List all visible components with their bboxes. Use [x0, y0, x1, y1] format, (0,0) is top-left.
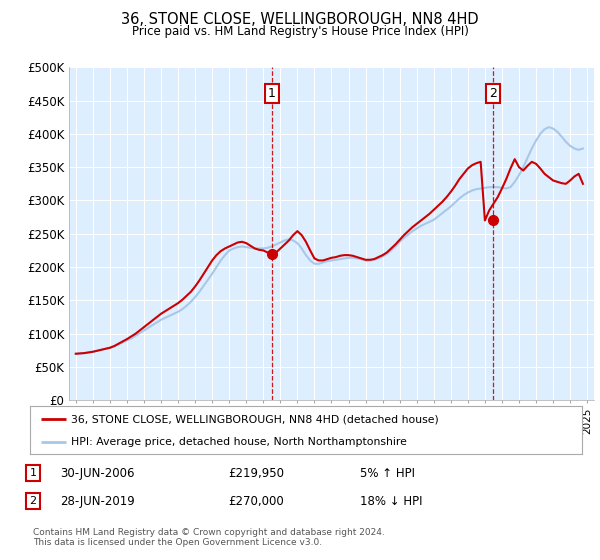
- Text: 18% ↓ HPI: 18% ↓ HPI: [360, 494, 422, 508]
- Text: Price paid vs. HM Land Registry's House Price Index (HPI): Price paid vs. HM Land Registry's House …: [131, 25, 469, 38]
- Text: 30-JUN-2006: 30-JUN-2006: [60, 466, 134, 480]
- Text: 1: 1: [29, 468, 37, 478]
- Text: 2: 2: [29, 496, 37, 506]
- Text: 28-JUN-2019: 28-JUN-2019: [60, 494, 135, 508]
- Text: 36, STONE CLOSE, WELLINGBOROUGH, NN8 4HD: 36, STONE CLOSE, WELLINGBOROUGH, NN8 4HD: [121, 12, 479, 27]
- Text: 2: 2: [490, 87, 497, 100]
- Text: HPI: Average price, detached house, North Northamptonshire: HPI: Average price, detached house, Nort…: [71, 437, 407, 447]
- Text: 36, STONE CLOSE, WELLINGBOROUGH, NN8 4HD (detached house): 36, STONE CLOSE, WELLINGBOROUGH, NN8 4HD…: [71, 414, 439, 424]
- Text: £270,000: £270,000: [228, 494, 284, 508]
- Text: 5% ↑ HPI: 5% ↑ HPI: [360, 466, 415, 480]
- Text: 1: 1: [268, 87, 276, 100]
- Text: Contains HM Land Registry data © Crown copyright and database right 2024.
This d: Contains HM Land Registry data © Crown c…: [33, 528, 385, 547]
- Text: £219,950: £219,950: [228, 466, 284, 480]
